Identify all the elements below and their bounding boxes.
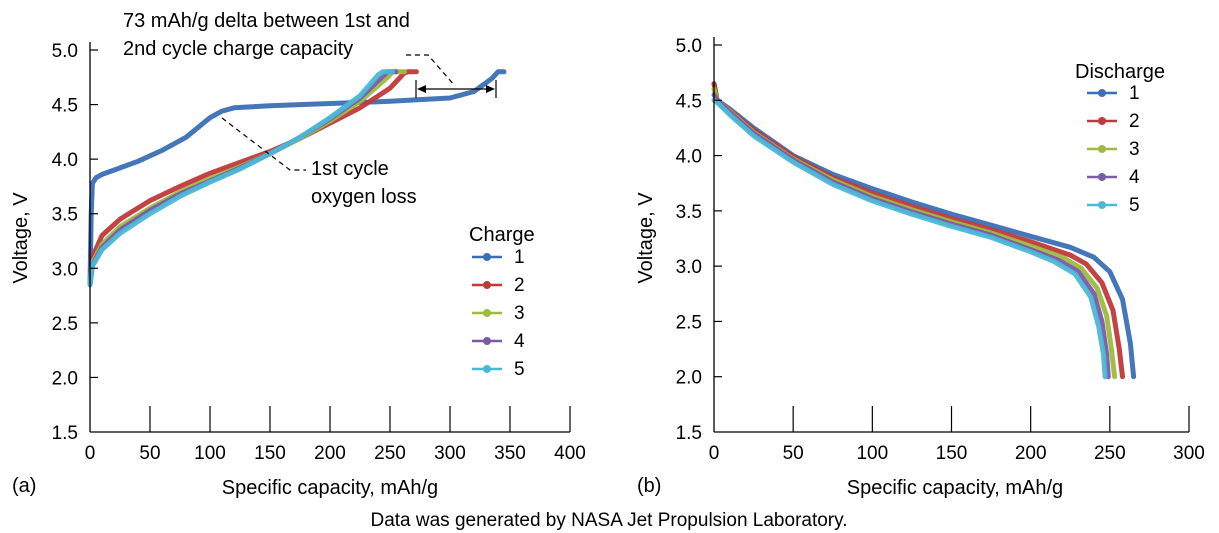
charge-y-tick-label-2: 2.0 [52,368,78,389]
panel-label-a: (a) [12,475,36,497]
charge-x-tick-label-0: 0 [85,443,96,464]
discharge-chart: 0 50 100 150 200 250 300 1.5 2.0 2.5 3.0 3.5 4.0 4.5 5… [635,36,1205,499]
discharge-legend-label-5: 5 [1129,195,1140,216]
charge-legend-marker-1 [483,253,491,261]
oxygen-loss-annotation: 1st cycle oxygen loss [221,117,417,208]
discharge-legend-label-2: 2 [1129,111,1140,132]
charge-series-5-line [87,69,395,288]
discharge-legend: Discharge 1 2 3 4 5 [1075,61,1165,216]
discharge-legend-marker-1 [1098,89,1106,97]
discharge-x-tick-label-250: 250 [1094,443,1126,464]
oxygen-loss-leader-line [221,117,306,171]
discharge-x-tick-label-150: 150 [936,443,968,464]
charge-legend-title: Charge [469,224,535,246]
charge-axes: 0 50 100 150 200 250 300 350 400 1.5 2.0 2.5 3.0 3.5 4… [52,41,586,464]
charge-x-tick-label-300: 300 [434,443,466,464]
charge-x-tick-label-400: 400 [554,443,586,464]
delta-annotation: 73 mAh/g delta between 1st and 2nd cycle… [123,10,497,98]
panel-label-b: (b) [637,475,661,497]
charge-x-tick-label-250: 250 [374,443,406,464]
charge-legend-marker-5 [483,365,491,373]
discharge-x-tick-label-200: 200 [1015,443,1047,464]
oxygen-loss-line-2: oxygen loss [311,186,417,208]
charge-chart: 0 50 100 150 200 250 300 350 400 1.5 2.0 2.5 3.0 3.5 4… [10,10,586,499]
charge-series-2-line [87,69,419,288]
discharge-legend-marker-4 [1098,173,1106,181]
discharge-series-4-line [711,92,1111,380]
figure-caption: Data was generated by NASA Jet Propulsio… [370,510,847,531]
delta-arrowhead-left [417,85,426,93]
charge-y-tick-label-3-5: 3.5 [52,205,78,226]
discharge-legend-label-4: 4 [1129,167,1140,188]
charge-x-tick-label-50: 50 [139,443,160,464]
charge-y-tick-label-2-5: 2.5 [52,314,78,335]
charge-legend-label-4: 4 [514,331,525,352]
charge-y-tick-label-4: 4.0 [52,150,78,171]
charge-legend-marker-3 [483,309,491,317]
discharge-series-5-line [711,97,1108,380]
charge-y-tick-label-4-5: 4.5 [52,96,78,117]
discharge-series-3-line [711,86,1118,380]
discharge-y-tick-label-5: 5.0 [676,36,702,57]
discharge-series-1-line [711,81,1137,380]
discharge-series-lines [711,81,1137,380]
discharge-legend-marker-5 [1098,201,1106,209]
delta-arrowhead-right [486,85,495,93]
charge-y-tick-label-3: 3.0 [52,259,78,280]
charge-x-tick-label-150: 150 [254,443,286,464]
discharge-legend-marker-3 [1098,145,1106,153]
charge-legend: Charge 1 2 3 4 5 [469,224,535,380]
charge-legend-label-5: 5 [514,359,525,380]
discharge-legend-title: Discharge [1075,61,1165,83]
delta-annotation-line-1: 73 mAh/g delta between 1st and [123,10,410,32]
discharge-y-tick-label-4: 4.0 [676,147,702,168]
discharge-y-tick-label-3-5: 3.5 [676,202,702,223]
charge-y-tick-label-1-5: 1.5 [52,423,78,444]
discharge-x-tick-label-0: 0 [709,443,720,464]
discharge-x-axis-title: Specific capacity, mAh/g [847,477,1063,499]
charge-legend-marker-4 [483,337,491,345]
discharge-x-tick-label-50: 50 [783,443,804,464]
charge-y-axis-title: Voltage, V [10,192,32,284]
discharge-y-axis-title: Voltage, V [635,192,657,284]
discharge-y-tick-label-2: 2.0 [676,368,702,389]
discharge-legend-marker-2 [1098,117,1106,125]
discharge-y-tick-label-1-5: 1.5 [676,423,702,444]
oxygen-loss-line-1: 1st cycle [311,158,389,180]
discharge-legend-label-3: 3 [1129,139,1140,160]
charge-x-tick-label-200: 200 [314,443,346,464]
charge-series-1-line [87,69,507,288]
charge-series-lines [87,69,507,288]
charge-legend-label-3: 3 [514,303,525,324]
charge-x-tick-label-350: 350 [494,443,526,464]
discharge-series-2-line [711,81,1125,380]
discharge-axes: 0 50 100 150 200 250 300 1.5 2.0 2.5 3.0 3.5 4.0 4.5 5… [676,36,1205,464]
charge-y-tick-label-5: 5.0 [52,41,78,62]
discharge-legend-label-1: 1 [1129,83,1140,104]
delta-annotation-line-2: 2nd cycle charge capacity [123,38,353,60]
discharge-y-tick-label-3: 3.0 [676,257,702,278]
charge-x-axis-title: Specific capacity, mAh/g [222,477,438,499]
charge-legend-label-1: 1 [514,247,525,268]
discharge-y-tick-label-2-5: 2.5 [676,312,702,333]
charge-legend-marker-2 [483,281,491,289]
charge-legend-label-2: 2 [514,275,525,296]
discharge-x-tick-label-300: 300 [1173,443,1205,464]
discharge-y-tick-label-4-5: 4.5 [676,91,702,112]
charge-x-tick-label-100: 100 [194,443,226,464]
delta-leader-line [406,54,456,87]
discharge-x-tick-label-100: 100 [856,443,888,464]
